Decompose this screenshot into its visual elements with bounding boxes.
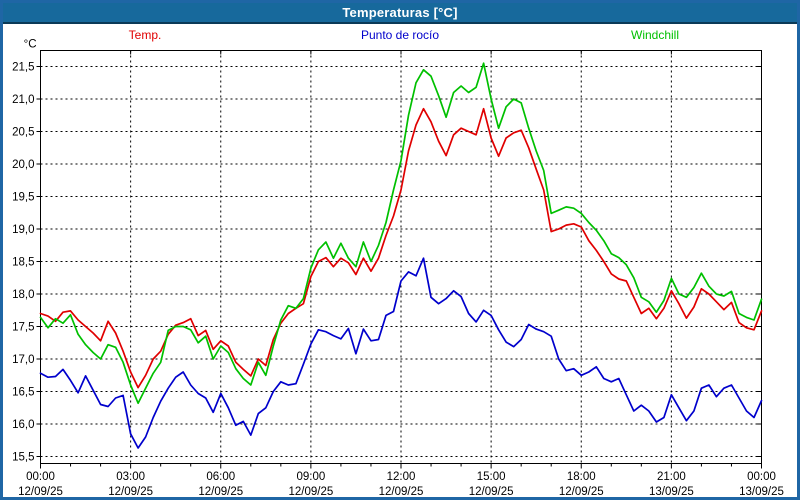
chart-canvas: 21,5 21,0 20,5 20,0 19,5 19,0 18,5 18,0 17,5 17,0… — [12, 39, 784, 498]
x-tick-time: 15:00 — [477, 471, 506, 483]
y-tick-label: 17,5 — [12, 322, 34, 334]
x-tick-date: 12/09/25 — [469, 486, 514, 497]
x-tick-date: 12/09/25 — [288, 486, 333, 497]
y-tick-label: 19,5 — [12, 192, 34, 204]
series-dewpoint-line — [39, 257, 763, 449]
legend-item-windchill: Windchill — [630, 28, 680, 42]
x-tick-time: 21:00 — [657, 471, 686, 483]
x-tick-time: 00:00 — [747, 471, 776, 483]
x-tick-time: 18:00 — [567, 471, 596, 483]
series-temp-line — [39, 107, 763, 389]
series-windchill-line — [39, 62, 763, 405]
x-tick-time: 00:00 — [26, 471, 55, 483]
y-tick-label: 20,5 — [12, 127, 34, 139]
x-tick-date: 12/09/25 — [379, 486, 424, 497]
legend-item-temp: Temp. — [128, 28, 162, 42]
y-tick-label: 19,0 — [12, 224, 34, 236]
x-tick-date: 12/09/25 — [559, 486, 604, 497]
x-tick-time: 06:00 — [206, 471, 235, 483]
legend-item-dewpoint: Punto de rocío — [360, 28, 440, 42]
x-tick-time: 12:00 — [387, 471, 416, 483]
y-tick-label: 16,0 — [12, 419, 34, 431]
x-tick-time: 03:00 — [116, 471, 145, 483]
x-tick-date: 12/09/25 — [18, 486, 63, 497]
x-tick-date: 12/09/25 — [108, 486, 153, 497]
x-tick-date: 13/09/25 — [649, 486, 694, 497]
y-tick-label: 18,0 — [12, 289, 34, 301]
y-tick-label: 18,5 — [12, 257, 34, 269]
y-tick-label: 17,0 — [12, 354, 34, 366]
y-tick-label: 16,5 — [12, 387, 34, 399]
plot-border — [40, 50, 762, 464]
title-bar: Temperaturas [°C] — [3, 3, 797, 24]
y-tick-label: 15,5 — [12, 452, 34, 464]
x-tick-date: 13/09/25 — [739, 486, 784, 497]
x-tick-date: 12/09/25 — [198, 486, 243, 497]
y-tick-label: 20,0 — [12, 159, 34, 171]
y-tick-label: 21,5 — [12, 62, 34, 74]
x-tick-time: 09:00 — [296, 471, 325, 483]
y-tick-label: 21,0 — [12, 94, 34, 106]
y-axis-unit: °C — [24, 39, 37, 51]
chart-title: Temperaturas [°C] — [342, 5, 458, 20]
